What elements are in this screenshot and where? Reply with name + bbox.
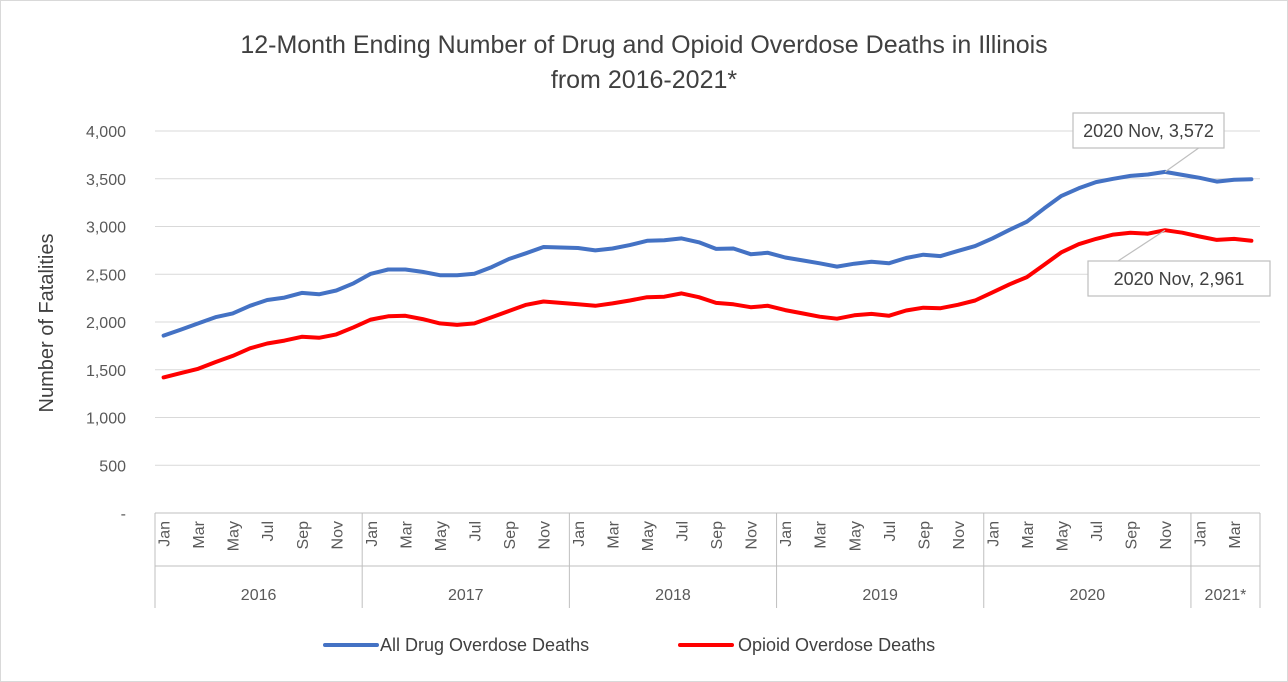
callout-label: 2020 Nov, 3,572 — [1083, 121, 1214, 141]
x-tick-label: Nov — [1158, 521, 1175, 549]
x-tick-label: Jan — [1193, 521, 1210, 547]
x-tick-label: Jul — [1089, 521, 1106, 541]
x-tick-label: Jul — [260, 521, 277, 541]
y-tick-label: 500 — [99, 458, 126, 475]
callouts: 2020 Nov, 3,572 2020 Nov, 2,961 — [1072, 112, 1271, 297]
legend-label-0[interactable]: All Drug Overdose Deaths — [380, 635, 589, 655]
x-tick-label: Jan — [364, 521, 381, 547]
year-label: 2018 — [655, 587, 691, 604]
y-tick-label: 2,000 — [86, 315, 126, 332]
x-tick-label: Nov — [329, 521, 346, 549]
callout-leader — [1117, 229, 1166, 262]
x-tick-label: Mar — [191, 520, 208, 548]
x-tick-label: Sep — [502, 521, 519, 550]
x-tick-label: Mar — [813, 520, 830, 548]
x-tick-label: May — [847, 521, 864, 551]
x-tick-label: Jul — [882, 521, 899, 541]
x-tick-label: Mar — [1020, 520, 1037, 548]
legend[interactable]: All Drug Overdose Deaths Opioid Overdose … — [323, 635, 935, 655]
x-tick-label: Sep — [916, 521, 933, 550]
y-tick-label: 1,000 — [86, 411, 126, 428]
x-tick-label: Sep — [1124, 521, 1141, 550]
y-tick-label: 2,500 — [86, 267, 126, 284]
x-tick-label: Nov — [744, 521, 761, 549]
x-tick-label: May — [640, 521, 657, 551]
x-tick-label: Jul — [467, 521, 484, 541]
x-tick-label: Mar — [1227, 520, 1244, 548]
legend-label-1[interactable]: Opioid Overdose Deaths — [738, 635, 935, 655]
year-label: 2017 — [448, 587, 484, 604]
y-tick-label: 4,000 — [86, 124, 126, 141]
callout-box — [1087, 260, 1271, 297]
year-label: 2016 — [241, 587, 277, 604]
series-line-0 — [161, 169, 1254, 338]
year-label: 2019 — [862, 587, 898, 604]
x-tick-label: May — [433, 521, 450, 551]
y-tick-label: 1,500 — [86, 363, 126, 380]
chart-title-line2: from 2016-2021* — [551, 66, 738, 94]
year-label: 2020 — [1070, 587, 1106, 604]
y-axis-label: Number of Fatalities — [36, 234, 58, 413]
y-axis-ticks: - 500 1,000 1,500 2,000 2,500 3,000 3,500 4,000 — [86, 124, 126, 523]
gridlines — [155, 130, 1260, 466]
x-tick-label: Mar — [398, 520, 415, 548]
y-tick-label: - — [121, 506, 126, 523]
x-tick-label: May — [226, 521, 243, 551]
x-tick-label: Mar — [606, 520, 623, 548]
callout-box — [1072, 112, 1225, 149]
y-tick-label: 3,500 — [86, 172, 126, 189]
x-tick-label: Jan — [157, 521, 174, 547]
series-lines — [161, 169, 1254, 380]
year-label: 2021* — [1205, 587, 1247, 604]
x-tick-label: Jan — [571, 521, 588, 547]
y-tick-label: 3,000 — [86, 220, 126, 237]
callout-label: 2020 Nov, 2,961 — [1114, 269, 1245, 289]
x-tick-label: Nov — [536, 521, 553, 549]
x-tick-label: Jan — [778, 521, 795, 547]
x-tick-label: Jan — [985, 521, 1002, 547]
x-tick-label: May — [1054, 521, 1071, 551]
x-tick-label: Jul — [675, 521, 692, 541]
x-tick-label: Sep — [295, 521, 312, 550]
x-tick-label: Sep — [709, 521, 726, 550]
x-axis: Jan Mar May Jul Sep Nov Jan Mar May Jul Sep Nov Jan M… — [154, 512, 1261, 608]
x-tick-label: Nov — [951, 521, 968, 549]
chart-title: 12-Month Ending Number of Drug and Opioi… — [240, 31, 1047, 59]
series-line-1 — [161, 228, 1254, 380]
